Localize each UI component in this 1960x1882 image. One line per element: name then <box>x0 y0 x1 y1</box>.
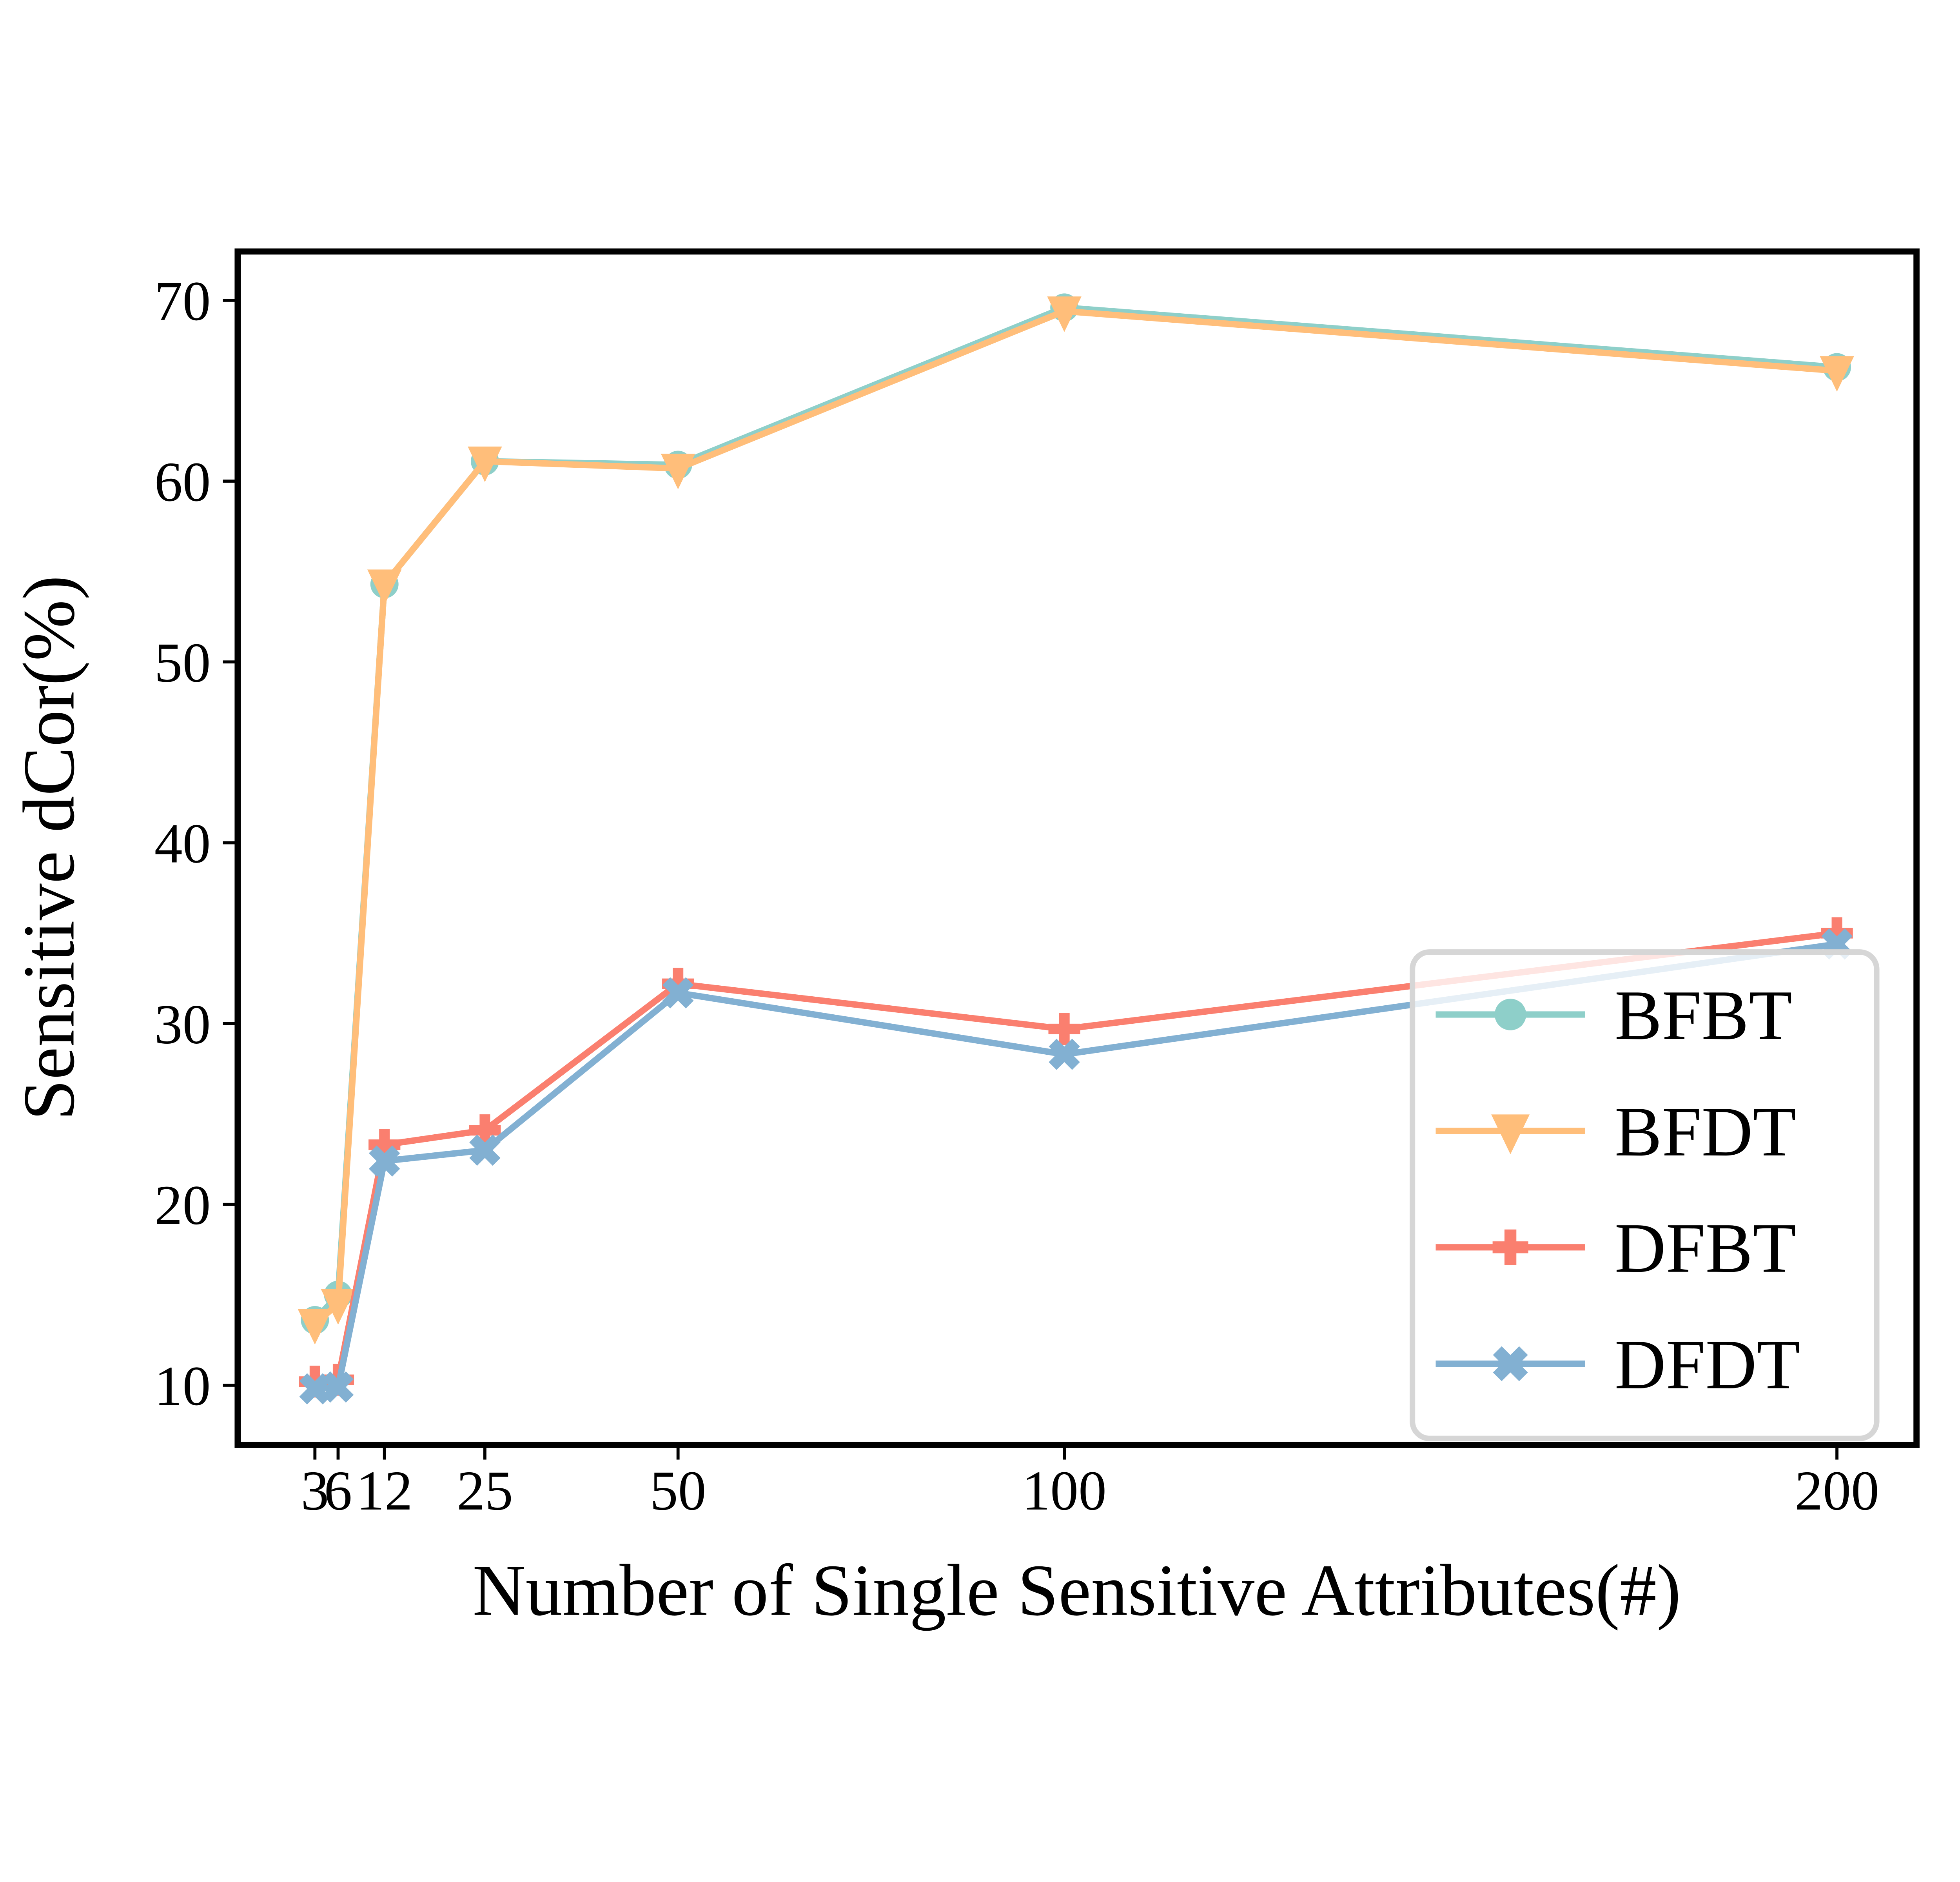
legend-label-DFDT: DFDT <box>1615 1325 1800 1404</box>
figure-background <box>0 206 1960 1676</box>
y-tick-label-20: 20 <box>154 1174 211 1237</box>
y-tick-label-10: 10 <box>154 1355 211 1417</box>
data-point-DFDT-x50 <box>662 977 694 1008</box>
data-point-DFDT-x100 <box>1049 1039 1080 1070</box>
x-tick-label-25: 25 <box>457 1460 513 1522</box>
legend-label-BFDT: BFDT <box>1615 1092 1796 1171</box>
axes-layer: 36 12 25 50 100 200 10 20 30 40 50 60 70 <box>154 248 1920 1522</box>
data-point-DFBT-x200 <box>1821 917 1853 949</box>
y-tick-label-40: 40 <box>154 812 211 875</box>
y-tick-label-30: 30 <box>154 994 211 1056</box>
data-point-DFBT-x25 <box>469 1114 501 1146</box>
data-point-DFBT-x100 <box>1048 1013 1080 1045</box>
data-point-DFDT-x6 <box>322 1371 354 1403</box>
x-tick-label-50: 50 <box>650 1460 706 1522</box>
legend-box <box>1410 949 1880 1441</box>
legend-marker-DFDT <box>1493 1346 1528 1381</box>
data-point-BFDT-x100 <box>1047 296 1082 332</box>
series-layer <box>298 293 1854 1404</box>
legend-label-BFBT: BFBT <box>1615 976 1792 1055</box>
y-tick-label-50: 50 <box>154 632 211 694</box>
data-point-DFBT-x12 <box>368 1128 401 1161</box>
data-point-DFDT-x3 <box>299 1373 331 1404</box>
data-point-DFDT-x12 <box>368 1145 400 1177</box>
legend-marker-DFBT <box>1492 1229 1528 1265</box>
data-point-DFBT-x50 <box>662 968 694 1000</box>
legend: BFBT BFDT DFBT DFDT <box>1410 949 1880 1441</box>
y-tick-label-60: 60 <box>154 451 211 513</box>
x-tick-label-200: 200 <box>1795 1460 1879 1522</box>
legend-marker-BFDT <box>1491 1114 1530 1154</box>
legend-label-DFBT: DFBT <box>1615 1209 1796 1288</box>
y-axis-label: Sensitive dCor(%) <box>8 575 90 1120</box>
data-point-BFDT-x3 <box>298 1309 332 1345</box>
x-tick-label-12: 12 <box>356 1460 413 1522</box>
legend-entry-BFDT: BFDT <box>1436 1092 1796 1171</box>
legend-entry-DFDT: DFDT <box>1436 1325 1800 1404</box>
plot-box-spines <box>234 248 1920 1448</box>
x-tick-label-3: 3 <box>301 1460 329 1522</box>
data-point-BFDT-x50 <box>661 454 695 489</box>
legend-entry-DFBT: DFBT <box>1436 1209 1796 1288</box>
x-tick-label-100: 100 <box>1022 1460 1107 1522</box>
x-tick-label-6: 6 <box>324 1460 352 1522</box>
data-point-BFDT-x6 <box>321 1289 356 1325</box>
x-axis-label: Number of Single Sensitive Attributes(#) <box>472 1550 1681 1631</box>
data-point-BFDT-x25 <box>468 446 502 482</box>
y-tick-label-70: 70 <box>154 270 211 332</box>
data-point-BFDT-x12 <box>367 569 402 605</box>
legend-marker-BFBT <box>1494 999 1526 1030</box>
data-point-DFDT-x25 <box>469 1134 501 1166</box>
data-point-BFDT-x200 <box>1820 356 1854 392</box>
legend-entry-BFBT: BFBT <box>1436 976 1792 1055</box>
